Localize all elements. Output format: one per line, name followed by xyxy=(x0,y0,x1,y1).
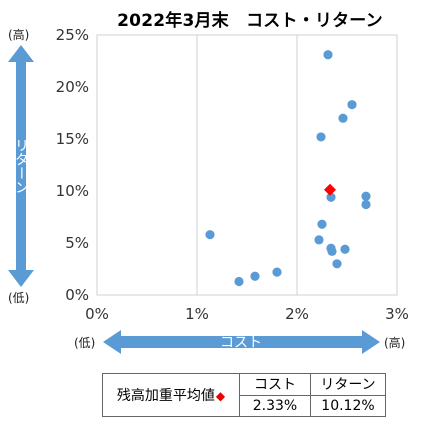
weighted-average-label: 残高加重平均値 xyxy=(116,388,215,404)
fund-point xyxy=(205,230,215,240)
fund-point xyxy=(326,192,336,202)
weighted-average-point xyxy=(324,183,336,196)
x-tick-label: 1% xyxy=(185,305,209,323)
chart-title: 2022年3月末 コスト・リターン xyxy=(117,11,383,31)
return-header: リターン xyxy=(310,373,386,396)
fund-point xyxy=(361,199,371,210)
x-tick-label: 3% xyxy=(385,305,409,323)
fund-point xyxy=(340,244,350,254)
fund-point xyxy=(272,267,282,277)
x-tick-label: 2% xyxy=(285,305,309,323)
fund-point xyxy=(234,276,244,287)
y-high-label: (高) xyxy=(8,27,29,42)
red-diamond-icon: ◆ xyxy=(215,389,226,403)
fund-point xyxy=(347,100,357,110)
weighted-average-table: 残高加重平均値◆ コスト リターン 2.33% 10.12% xyxy=(102,373,386,417)
scatter-chart: 0% 5% 10% 15% 20% 25% 0% 1% 2% 3% リターン (高) (低) コ… xyxy=(8,26,409,354)
cost-header: コスト xyxy=(239,373,311,396)
plot-frame xyxy=(96,34,398,296)
x-axis-ticks: 0% 1% 2% 3% xyxy=(85,305,409,323)
y-tick-label: 20% xyxy=(56,78,89,96)
fund-point xyxy=(323,50,333,60)
y-tick-label: 0% xyxy=(65,286,89,304)
cost-value: 2.33% xyxy=(239,394,311,417)
y-axis-arrow: リターン xyxy=(8,45,34,287)
y-tick-label: 25% xyxy=(56,26,89,44)
grid xyxy=(96,34,398,296)
x-low-label: (低) xyxy=(74,336,95,350)
fund-point xyxy=(250,271,260,281)
y-tick-label: 15% xyxy=(56,130,89,148)
weighted-average-label-cell: 残高加重平均値◆ xyxy=(102,373,240,417)
fund-point xyxy=(314,235,324,245)
y-tick-label: 5% xyxy=(65,234,89,252)
y-arrow-shape xyxy=(8,45,34,287)
return-value: 10.12% xyxy=(310,394,386,417)
fund-point xyxy=(361,191,371,201)
fund-point xyxy=(332,259,342,269)
fund-point xyxy=(327,246,337,256)
y-axis-ticks: 0% 5% 10% 15% 20% 25% xyxy=(56,26,89,304)
y-tick-label: 10% xyxy=(56,182,89,200)
fund-point xyxy=(316,132,326,142)
x-axis-label: コスト xyxy=(220,335,262,351)
x-high-label: (高) xyxy=(384,335,405,350)
x-axis-arrow: コスト xyxy=(103,330,380,354)
y-axis-label: リターン xyxy=(13,138,29,194)
x-tick-label: 0% xyxy=(85,305,109,323)
data-points xyxy=(205,50,371,287)
x-arrow-shape xyxy=(103,330,380,354)
fund-point xyxy=(317,219,327,229)
y-low-label: (低) xyxy=(8,291,29,305)
fund-point xyxy=(338,113,348,123)
